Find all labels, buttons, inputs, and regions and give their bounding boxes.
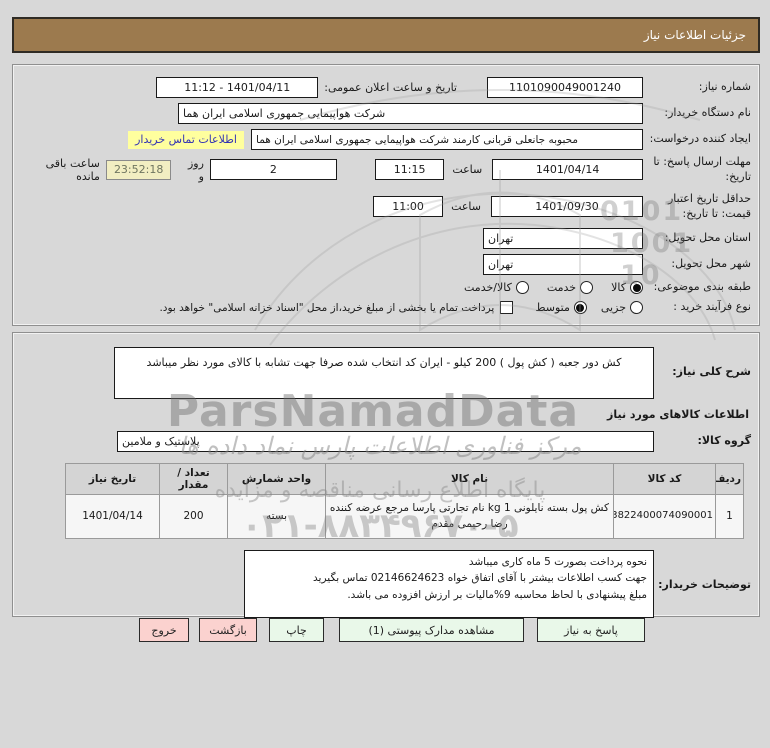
radio-medium[interactable]: متوسط — [535, 301, 587, 315]
price-validity-label: حداقل تاریخ اعتبار قیمت: تا تاریخ: — [667, 191, 751, 220]
buyer-notes-line: جهت کسب اطلاعات بیشتر با آقای اتفاق خواه… — [313, 572, 647, 585]
need-description-field[interactable]: کش دور جعبه ( کش پول ) 200 کیلو - ایران … — [114, 347, 654, 399]
cell-goods-code: 3822400074090001 — [613, 494, 716, 539]
respond-button[interactable]: پاسخ به نیاز — [537, 618, 645, 642]
page-title-text: جزئیات اطلاعات نیاز — [643, 28, 746, 42]
delivery-province-label: استان محل تحویل: — [664, 231, 751, 245]
remaining-days-field[interactable]: 2 — [209, 159, 337, 181]
hours-remaining-label: ساعت باقی مانده — [45, 156, 100, 183]
page-title: جزئیات اطلاعات نیاز — [12, 17, 760, 53]
radio-service[interactable]: خدمت — [546, 281, 594, 295]
price-validity-time-field[interactable]: 11:00 — [373, 196, 444, 218]
request-creator-label: ایجاد کننده درخواست: — [649, 132, 751, 146]
goods-info-panel: شرح کلی نیاز: کش دور جعبه ( کش پول ) 200… — [12, 332, 760, 618]
print-button[interactable]: چاپ — [269, 618, 324, 642]
response-deadline-time-field[interactable]: 11:15 — [374, 159, 445, 181]
delivery-province-row: استان محل تحویل: تهران — [19, 228, 751, 250]
request-creator-row: ایجاد کننده درخواست: محبوبه جانعلی قربان… — [19, 129, 751, 150]
view-attachments-button[interactable]: مشاهده مدارک پیوستی (1) — [339, 618, 524, 642]
radio-service-icon[interactable] — [580, 281, 594, 295]
buyer-notes-row: توضیحات خریدار: نحوه پرداخت بصورت 5 ماه … — [19, 550, 751, 618]
action-buttons: پاسخ به نیاز مشاهده مدارک پیوستی (1) چاپ… — [0, 618, 770, 642]
goods-table: ردیف کد کالا نام کالا واحد شمارش تعداد /… — [65, 463, 744, 539]
cell-row-no: 1 — [715, 494, 744, 539]
delivery-city-row: شهر محل تحویل: تهران — [19, 254, 751, 276]
subject-class-label: طبقه بندی موضوعی: — [653, 280, 751, 294]
radio-minor[interactable]: جزیی — [600, 301, 643, 315]
radio-medium-icon[interactable] — [573, 301, 587, 315]
radio-goods-service-label: کالا/خدمت — [464, 281, 512, 295]
remaining-days-label: روز و — [187, 156, 204, 183]
cell-goods-name: کش پول بسته نایلونی 1 kg نام تجارتی پارس… — [325, 494, 614, 539]
buyer-notes-label: توضیحات خریدار: — [658, 577, 751, 591]
response-deadline-date-field[interactable]: 1401/04/14 — [492, 159, 643, 181]
back-button[interactable]: بازگشت — [199, 618, 257, 642]
response-deadline-hour-label: ساعت — [452, 163, 483, 177]
countdown-timer: 23:52:18 — [105, 159, 172, 180]
price-validity-row: حداقل تاریخ اعتبار قیمت: تا تاریخ: 1401/… — [19, 192, 751, 222]
subject-class-row: طبقه بندی موضوعی: کالا خدمت کالا/خدمت — [19, 280, 751, 295]
goods-group-row: گروه کالا: پلاستیک و ملامین — [19, 431, 751, 452]
radio-goods-service-icon[interactable] — [515, 281, 529, 295]
radio-minor-icon[interactable] — [630, 301, 643, 315]
buyer-notes-field[interactable]: نحوه پرداخت بصورت 5 ماه کاری میباشد جهت … — [244, 550, 654, 618]
treasury-payment-checkbox[interactable] — [500, 301, 514, 315]
buyer-org-row: نام دستگاه خریدار: شرکت هواپیمایی جمهوری… — [19, 103, 751, 124]
goods-group-label: گروه کالا: — [697, 434, 751, 448]
radio-minor-label: جزیی — [600, 301, 626, 315]
radio-goods-label: کالا — [611, 281, 626, 295]
radio-medium-label: متوسط — [535, 301, 570, 315]
need-description-row: شرح کلی نیاز: کش دور جعبه ( کش پول ) 200… — [19, 347, 751, 399]
col-header-quantity: تعداد / مقدار — [159, 463, 228, 495]
request-creator-field[interactable]: محبوبه جانعلی قربانی کارمند شرکت هواپیما… — [251, 129, 643, 150]
buyer-notes-line: مبلغ پیشنهادی با لحاظ محاسبه 9%مالیات بر… — [347, 588, 647, 601]
goods-group-field[interactable]: پلاستیک و ملامین — [117, 431, 654, 452]
delivery-city-field[interactable]: تهران — [483, 254, 643, 276]
announce-datetime-label: تاریخ و ساعت اعلان عمومی: — [324, 81, 457, 94]
purchase-process-row: نوع فرآیند خرید : جزیی متوسط پرداخت تمام… — [19, 300, 751, 315]
col-header-need-date: تاریخ نیاز — [65, 463, 160, 495]
goods-table-header-row: ردیف کد کالا نام کالا واحد شمارش تعداد /… — [65, 463, 744, 495]
price-validity-date-field[interactable]: 1401/09/30 — [491, 196, 643, 218]
delivery-city-label: شهر محل تحویل: — [671, 257, 751, 271]
delivery-province-field[interactable]: تهران — [483, 228, 643, 250]
buyer-org-field[interactable]: شرکت هواپیمایی جمهوری اسلامی ایران هما — [178, 103, 643, 124]
goods-table-row: 1 3822400074090001 کش پول بسته نایلونی 1… — [65, 494, 744, 539]
need-number-field[interactable]: 1101090049001240 — [487, 77, 643, 98]
radio-goods-icon[interactable] — [630, 281, 643, 295]
col-header-goods-code: کد کالا — [613, 463, 716, 495]
col-header-goods-name: نام کالا — [325, 463, 614, 495]
radio-goods[interactable]: کالا — [611, 281, 643, 295]
buyer-org-label: نام دستگاه خریدار: — [664, 106, 751, 120]
need-description-label: شرح کلی نیاز: — [672, 365, 751, 378]
exit-button[interactable]: خروج — [139, 618, 189, 642]
col-header-unit: واحد شمارش — [227, 463, 326, 495]
buyer-contact-link[interactable]: اطلاعات تماس خریدار — [128, 130, 244, 149]
cell-quantity: 200 — [159, 494, 228, 539]
announce-datetime-field[interactable]: 1401/04/11 - 11:12 — [156, 77, 319, 98]
price-validity-hour-label: ساعت — [451, 200, 481, 214]
response-deadline-row: مهلت ارسال پاسخ: تا تاریخ: 1401/04/14 سا… — [19, 155, 751, 185]
purchase-process-label: نوع فرآیند خرید : — [673, 300, 751, 314]
treasury-payment-label: پرداخت تمام یا بخشی از مبلغ خرید،از محل … — [159, 301, 495, 314]
cell-need-date: 1401/04/14 — [65, 494, 160, 539]
radio-service-label: خدمت — [546, 281, 577, 295]
buyer-notes-line: نحوه پرداخت بصورت 5 ماه کاری میباشد — [468, 556, 647, 568]
need-number-row: شماره نیاز: 1101090049001240 تاریخ و ساع… — [19, 77, 751, 98]
need-number-label: شماره نیاز: — [698, 80, 751, 94]
goods-section-header: اطلاعات کالاهای مورد نیاز — [607, 408, 749, 421]
col-header-row-no: ردیف — [715, 463, 744, 495]
cell-unit: بسته — [227, 494, 326, 539]
general-info-panel: شماره نیاز: 1101090049001240 تاریخ و ساع… — [12, 64, 760, 326]
radio-goods-service[interactable]: کالا/خدمت — [464, 281, 529, 295]
response-deadline-label: مهلت ارسال پاسخ: تا تاریخ: — [653, 155, 751, 183]
